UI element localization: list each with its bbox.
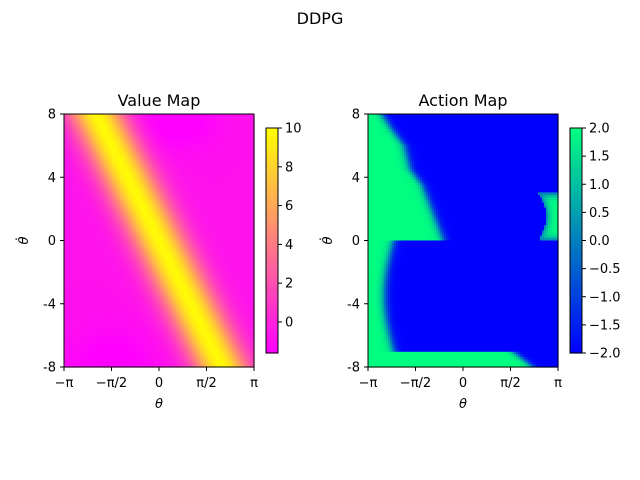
figure-title: DDPG (297, 9, 344, 28)
heatmap-cells (64, 114, 255, 368)
